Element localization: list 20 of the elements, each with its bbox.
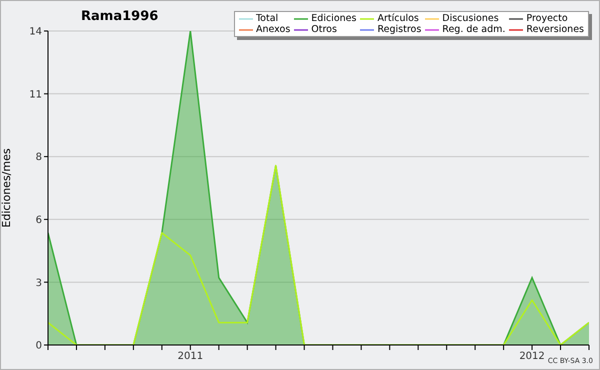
y-tick-label: 6	[36, 214, 42, 226]
y-tick-label: 14	[29, 26, 42, 38]
legend-label: Otros	[311, 24, 337, 35]
y-tick-label: 8	[36, 152, 42, 164]
legend-label: Reversiones	[526, 24, 584, 35]
legend-label: Registros	[377, 24, 422, 35]
legend-label: Discusiones	[442, 13, 499, 24]
y-tick-label: 0	[36, 340, 42, 352]
legend-label: Proyecto	[526, 13, 568, 24]
legend-label: Total	[256, 13, 278, 24]
legend-label: Anexos	[256, 24, 290, 35]
legend-label: Reg. de adm.	[442, 24, 506, 35]
legend-label: Artículos	[377, 13, 419, 24]
legend-label: Ediciones	[311, 13, 356, 24]
y-tick-label: 11	[29, 89, 42, 100]
x-tick-label: 2011	[178, 351, 204, 362]
chart-title: Rama1996	[81, 9, 160, 24]
y-axis-title: Ediciones/mes	[0, 148, 13, 228]
y-tick-label: 3	[36, 278, 42, 289]
x-tick-label: 2012	[519, 351, 545, 362]
